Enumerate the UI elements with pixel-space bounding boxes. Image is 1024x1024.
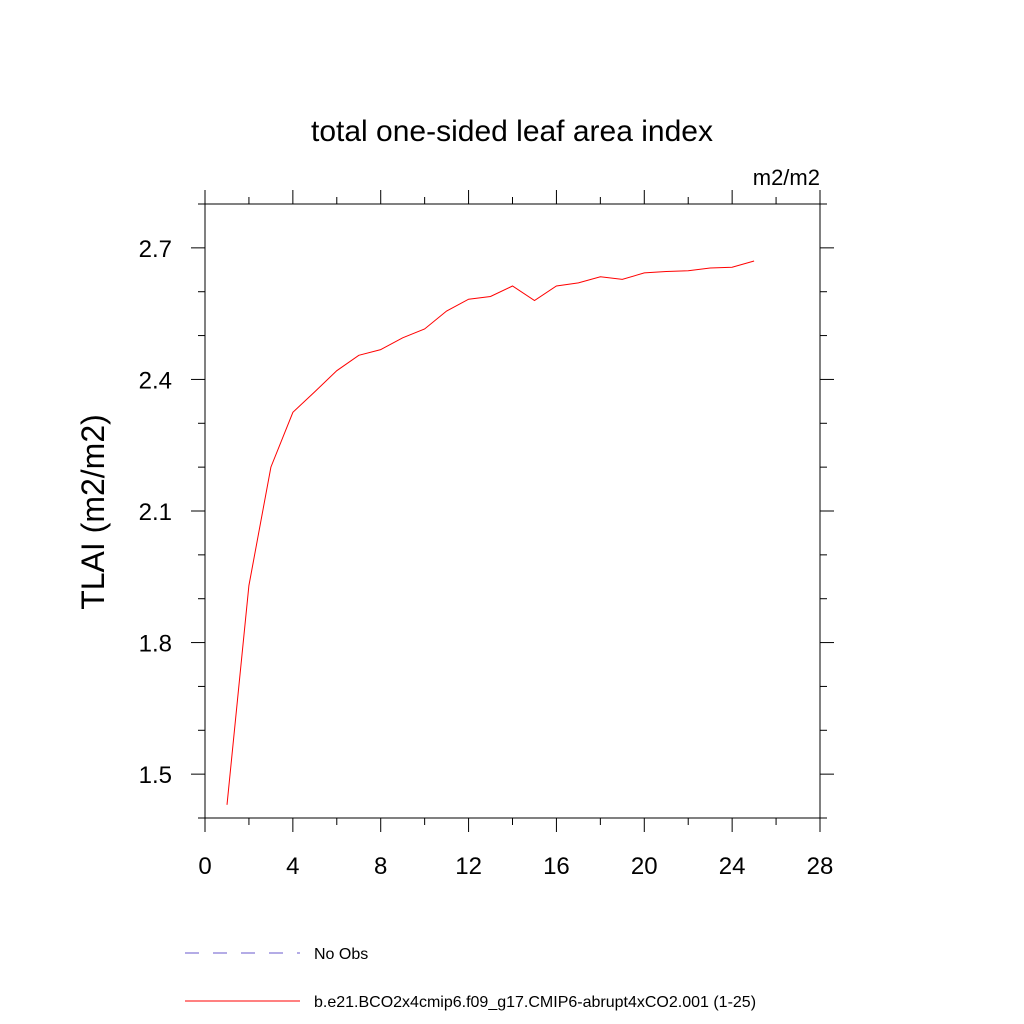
x-tick-label: 4: [286, 853, 299, 880]
x-tick-label: 16: [543, 853, 570, 880]
axis-ticks: [191, 190, 834, 832]
axis-tick-labels: 0 4 8 12 16 20 24 28 1.5 1.8 2.1 2.4 2.7: [139, 236, 834, 880]
series-line-0: [226, 260, 755, 805]
x-tick-label: 0: [198, 853, 211, 880]
x-tick-label: 20: [631, 853, 658, 880]
chart-title: total one-sided leaf area index: [311, 115, 713, 148]
x-tick-label: 8: [374, 853, 387, 880]
series-lines: [226, 260, 755, 805]
x-tick-label: 24: [719, 853, 746, 880]
y-tick-label: 1.8: [139, 631, 172, 658]
y-tick-label: 1.5: [139, 762, 172, 789]
y-tick-label: 2.4: [139, 367, 172, 394]
y-tick-label: 2.7: [139, 236, 172, 263]
legend: No Obs b.e21.BCO2x4cmip6.f09_g17.CMIP6-ab…: [185, 946, 756, 1011]
units-label: m2/m2: [753, 165, 820, 190]
y-axis-label: TLAI (m2/m2): [75, 414, 111, 610]
legend-label-1: No Obs: [314, 946, 368, 963]
plot-frame: [204, 203, 821, 819]
y-tick-label: 2.1: [139, 499, 172, 526]
legend-label-0: b.e21.BCO2x4cmip6.f09_g17.CMIP6-abrupt4x…: [314, 994, 756, 1011]
x-tick-label: 12: [455, 853, 482, 880]
x-tick-label: 28: [807, 853, 834, 880]
